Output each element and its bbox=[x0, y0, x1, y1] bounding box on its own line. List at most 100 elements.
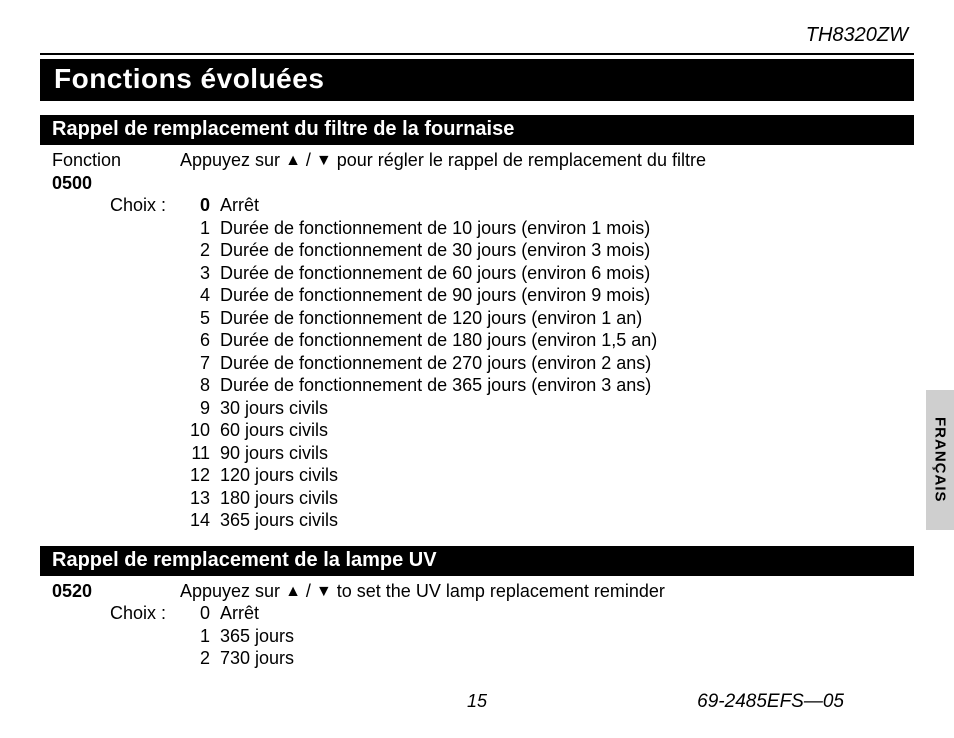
choix-label bbox=[52, 262, 180, 285]
choix-label: Choix : bbox=[52, 194, 180, 217]
option-number: 7 bbox=[180, 352, 220, 375]
section-body: 0520 Appuyez sur ▲ / ▼ to set the UV lamp… bbox=[40, 576, 914, 670]
option-description: 365 jours civils bbox=[220, 509, 902, 532]
option-number: 5 bbox=[180, 307, 220, 330]
option-description: Durée de fonctionnement de 365 jours (en… bbox=[220, 374, 902, 397]
choix-label bbox=[52, 307, 180, 330]
language-tab: FRANÇAIS bbox=[926, 390, 954, 530]
instruction-prefix: Appuyez sur bbox=[180, 150, 285, 170]
option-number: 12 bbox=[180, 464, 220, 487]
option-description: Durée de fonctionnement de 10 jours (env… bbox=[220, 217, 902, 240]
instruction-prefix: Appuyez sur bbox=[180, 581, 285, 601]
choix-label bbox=[52, 352, 180, 375]
choix-label bbox=[52, 284, 180, 307]
option-number: 1 bbox=[180, 625, 220, 648]
choix-label bbox=[52, 509, 180, 532]
footer: 15 69-2485EFS—05 bbox=[40, 691, 914, 712]
option-row: Choix :0Arrêt bbox=[52, 194, 902, 217]
option-description: Durée de fonctionnement de 90 jours (env… bbox=[220, 284, 902, 307]
choix-label bbox=[52, 397, 180, 420]
option-description: 180 jours civils bbox=[220, 487, 902, 510]
up-arrow-icon: ▲ bbox=[285, 151, 301, 171]
option-row: Choix :0Arrêt bbox=[52, 602, 902, 625]
choix-label: Choix : bbox=[52, 602, 180, 625]
option-row: 3Durée de fonctionnement de 60 jours (en… bbox=[52, 262, 902, 285]
choix-label bbox=[52, 374, 180, 397]
option-description: Arrêt bbox=[220, 602, 902, 625]
option-number: 9 bbox=[180, 397, 220, 420]
option-description: Durée de fonctionnement de 180 jours (en… bbox=[220, 329, 902, 352]
model-number: TH8320ZW bbox=[40, 24, 914, 51]
option-row: 4Durée de fonctionnement de 90 jours (en… bbox=[52, 284, 902, 307]
option-description: Durée de fonctionnement de 30 jours (env… bbox=[220, 239, 902, 262]
section-heading: Rappel de remplacement du filtre de la f… bbox=[40, 115, 914, 145]
option-number: 6 bbox=[180, 329, 220, 352]
option-row: 13180 jours civils bbox=[52, 487, 902, 510]
option-row: 2Durée de fonctionnement de 30 jours (en… bbox=[52, 239, 902, 262]
option-description: 730 jours bbox=[220, 647, 902, 670]
choix-label bbox=[52, 419, 180, 442]
down-arrow-icon: ▼ bbox=[316, 151, 332, 171]
option-number: 4 bbox=[180, 284, 220, 307]
language-tab-label: FRANÇAIS bbox=[932, 417, 949, 503]
choix-label bbox=[52, 442, 180, 465]
option-description: 120 jours civils bbox=[220, 464, 902, 487]
choix-label bbox=[52, 487, 180, 510]
option-row: 1Durée de fonctionnement de 10 jours (en… bbox=[52, 217, 902, 240]
header-rule bbox=[40, 53, 914, 55]
function-code: 0520 bbox=[52, 581, 92, 601]
option-number: 1 bbox=[180, 217, 220, 240]
option-description: Durée de fonctionnement de 270 jours (en… bbox=[220, 352, 902, 375]
option-row: 1365 jours bbox=[52, 625, 902, 648]
option-description: Arrêt bbox=[220, 194, 902, 217]
option-row: 1060 jours civils bbox=[52, 419, 902, 442]
choix-label bbox=[52, 625, 180, 648]
option-number: 3 bbox=[180, 262, 220, 285]
option-description: 90 jours civils bbox=[220, 442, 902, 465]
down-arrow-icon: ▼ bbox=[316, 582, 332, 602]
section-heading: Rappel de remplacement de la lampe UV bbox=[40, 546, 914, 576]
option-number: 10 bbox=[180, 419, 220, 442]
page: TH8320ZW Fonctions évoluées Rappel de re… bbox=[40, 24, 914, 714]
instruction-mid: / bbox=[301, 150, 316, 170]
page-title: Fonctions évoluées bbox=[40, 59, 914, 101]
option-number: 11 bbox=[180, 442, 220, 465]
option-number: 8 bbox=[180, 374, 220, 397]
function-label: Fonction bbox=[52, 149, 180, 172]
option-row: 1190 jours civils bbox=[52, 442, 902, 465]
instruction-mid: / bbox=[301, 581, 316, 601]
option-number: 14 bbox=[180, 509, 220, 532]
function-code: 0500 bbox=[52, 172, 180, 195]
option-row: 2730 jours bbox=[52, 647, 902, 670]
function-label: 0520 bbox=[52, 580, 180, 603]
option-row: 6Durée de fonctionnement de 180 jours (e… bbox=[52, 329, 902, 352]
option-description: Durée de fonctionnement de 60 jours (env… bbox=[220, 262, 902, 285]
option-description: 60 jours civils bbox=[220, 419, 902, 442]
instruction-suffix: to set the UV lamp replacement reminder bbox=[332, 581, 665, 601]
option-number: 2 bbox=[180, 647, 220, 670]
option-row: 930 jours civils bbox=[52, 397, 902, 420]
choix-label bbox=[52, 647, 180, 670]
option-row: 14365 jours civils bbox=[52, 509, 902, 532]
choix-label bbox=[52, 217, 180, 240]
document-number: 69-2485EFS—05 bbox=[697, 691, 844, 713]
option-row: 7Durée de fonctionnement de 270 jours (e… bbox=[52, 352, 902, 375]
option-description: 30 jours civils bbox=[220, 397, 902, 420]
option-number: 13 bbox=[180, 487, 220, 510]
up-arrow-icon: ▲ bbox=[285, 582, 301, 602]
option-description: Durée de fonctionnement de 120 jours (en… bbox=[220, 307, 902, 330]
option-description: 365 jours bbox=[220, 625, 902, 648]
option-row: 8Durée de fonctionnement de 365 jours (e… bbox=[52, 374, 902, 397]
choix-label bbox=[52, 329, 180, 352]
instruction-text: Appuyez sur ▲ / ▼ to set the UV lamp rep… bbox=[180, 580, 902, 603]
choix-label bbox=[52, 239, 180, 262]
instruction-text: Appuyez sur ▲ / ▼ pour régler le rappel … bbox=[180, 149, 902, 172]
option-number: 0 bbox=[180, 602, 220, 625]
option-number: 2 bbox=[180, 239, 220, 262]
option-row: 5Durée de fonctionnement de 120 jours (e… bbox=[52, 307, 902, 330]
instruction-suffix: pour régler le rappel de remplacement du… bbox=[332, 150, 706, 170]
option-number: 0 bbox=[180, 194, 220, 217]
option-row: 12120 jours civils bbox=[52, 464, 902, 487]
section-body: FonctionAppuyez sur ▲ / ▼ pour régler le… bbox=[40, 145, 914, 532]
choix-label bbox=[52, 464, 180, 487]
